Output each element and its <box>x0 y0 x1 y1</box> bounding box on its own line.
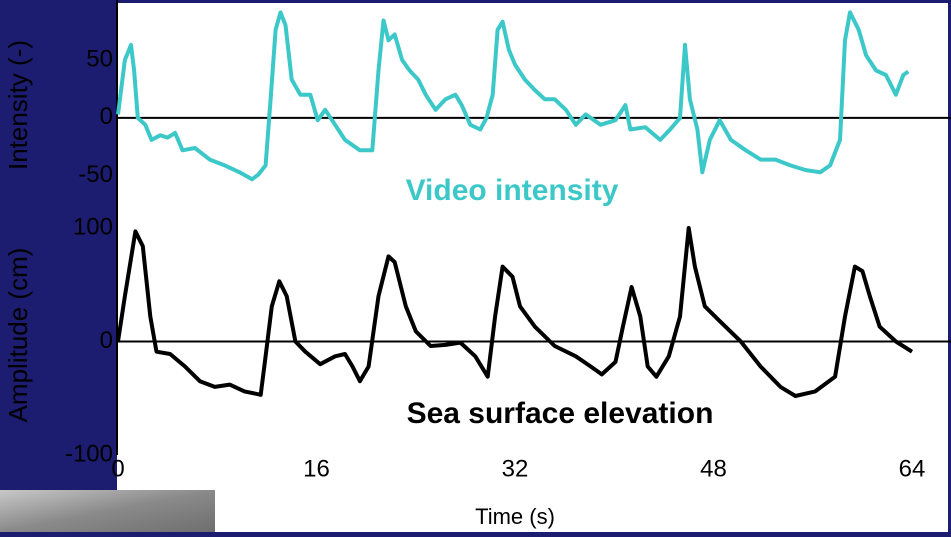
photo <box>0 490 215 532</box>
line-series <box>116 10 910 182</box>
y-axis-label: Intensity (-) <box>3 40 33 170</box>
y-axis-label: Amplitude (cm) <box>3 248 33 423</box>
y-tick-label: -100 <box>65 440 113 467</box>
plot-area <box>117 3 948 532</box>
y-tick-label: 0 <box>100 327 113 354</box>
annotation: Sea surface elevation <box>407 397 714 430</box>
plot-area-bottom <box>215 460 948 532</box>
x-tick-label: 16 <box>303 455 330 482</box>
y-tick-label: 50 <box>86 45 113 72</box>
y-tick-label: -50 <box>78 161 113 188</box>
x-tick-label: 0 <box>111 455 124 482</box>
x-tick-label: 32 <box>502 455 529 482</box>
line-series <box>116 226 914 398</box>
x-tick-label: 64 <box>899 455 926 482</box>
annotation: Video intensity <box>406 174 619 207</box>
x-axis-label: Time (s) <box>475 504 555 529</box>
x-tick-label: 48 <box>700 455 727 482</box>
y-tick-label: 0 <box>100 103 113 130</box>
y-tick-label: 100 <box>73 213 113 240</box>
